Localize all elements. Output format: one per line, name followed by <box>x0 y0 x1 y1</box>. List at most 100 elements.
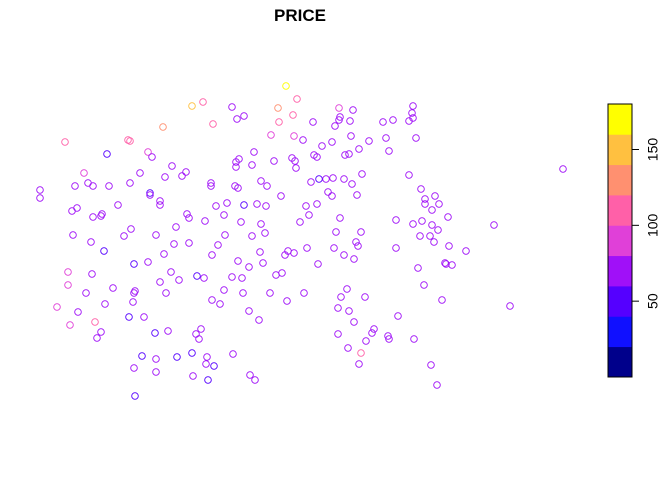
scatter-point <box>267 131 275 139</box>
scatter-point <box>208 251 216 259</box>
scatter-point <box>183 210 191 218</box>
scatter-point <box>384 332 392 340</box>
scatter-point <box>282 82 290 90</box>
scatter-point <box>89 182 97 190</box>
legend-tick-label: 50 <box>645 293 661 309</box>
scatter-point <box>138 352 146 360</box>
scatter-point <box>152 355 160 363</box>
scatter-point <box>73 204 81 212</box>
scatter-point <box>220 211 228 219</box>
scatter-point <box>355 360 363 368</box>
scatter-point <box>462 247 470 255</box>
scatter-point <box>248 232 256 240</box>
scatter-point <box>309 118 317 126</box>
scatter-point <box>368 329 376 337</box>
scatter-point <box>559 165 567 173</box>
scatter-point <box>188 349 196 357</box>
scatter-point <box>278 269 286 277</box>
legend-border <box>607 103 633 378</box>
scatter-point <box>80 169 88 177</box>
scatter-point <box>248 161 256 169</box>
scatter-point <box>36 186 44 194</box>
scatter-point <box>266 289 274 297</box>
scatter-point <box>109 284 117 292</box>
scatter-point <box>434 226 442 234</box>
scatter-point <box>164 327 172 335</box>
scatter-point <box>340 175 348 183</box>
scatter-point <box>410 335 418 343</box>
scatter-point <box>228 273 236 281</box>
scatter-point <box>233 115 241 123</box>
scatter-point <box>71 182 79 190</box>
scatter-point <box>195 335 203 343</box>
scatter-point <box>324 188 332 196</box>
scatter-point <box>87 238 95 246</box>
scatter-point <box>357 349 365 357</box>
scatter-point <box>36 194 44 202</box>
scatter-point <box>144 258 152 266</box>
scatter-point <box>433 381 441 389</box>
scatter-point <box>335 104 343 112</box>
scatter-point <box>257 177 265 185</box>
scatter-point <box>379 118 387 126</box>
scatter-point <box>409 220 417 228</box>
scatter-point <box>66 321 74 329</box>
scatter-point <box>69 231 77 239</box>
scatter-point <box>348 180 356 188</box>
scatter-point <box>426 232 434 240</box>
scatter-point <box>435 200 443 208</box>
scatter-point <box>245 263 253 271</box>
scatter-point <box>305 211 313 219</box>
scatter-point <box>330 244 338 252</box>
legend-color-swatch <box>608 195 632 226</box>
scatter-point <box>199 98 207 106</box>
scatter-point <box>362 337 370 345</box>
legend-color-swatch <box>608 255 632 287</box>
scatter-point <box>185 239 193 247</box>
scatter-point <box>221 231 229 239</box>
scatter-point <box>126 137 134 145</box>
scatter-point <box>156 197 164 205</box>
scatter-point <box>223 199 231 207</box>
scatter-point <box>345 150 353 158</box>
scatter-point <box>314 260 322 268</box>
legend-color-swatch <box>608 346 632 378</box>
scatter-point <box>409 114 417 122</box>
scatter-point <box>318 142 326 150</box>
scatter-point <box>421 195 429 203</box>
scatter-point <box>340 251 348 259</box>
scatter-point <box>303 244 311 252</box>
scatter-point <box>331 122 339 130</box>
scatter-point <box>257 220 265 228</box>
scatter-point <box>93 334 101 342</box>
scatter-point <box>299 136 307 144</box>
scatter-point <box>235 155 243 163</box>
scatter-point <box>409 102 417 110</box>
scatter-point <box>416 232 424 240</box>
scatter-point <box>441 259 449 267</box>
scatter-point <box>84 179 92 187</box>
scatter-point <box>385 147 393 155</box>
scatter-point <box>256 248 264 256</box>
scatter-point <box>408 109 416 117</box>
scatter-point <box>162 289 170 297</box>
scatter-point <box>130 260 138 268</box>
scatter-point <box>251 376 259 384</box>
scatter-point <box>335 116 343 124</box>
scatter-point <box>182 168 190 176</box>
scatter-point <box>126 179 134 187</box>
scatter-point <box>100 247 108 255</box>
scatter-point <box>178 172 186 180</box>
scatter-point <box>313 153 321 161</box>
scatter-point <box>212 202 220 210</box>
scatter-point <box>448 261 456 269</box>
scatter-point <box>445 242 453 250</box>
scatter-point <box>131 392 139 400</box>
chart-title: PRICE <box>274 6 326 25</box>
scatter-point <box>68 207 76 215</box>
scatter-point <box>490 221 498 229</box>
scatter-point <box>53 303 61 311</box>
scatter-point <box>175 276 183 284</box>
scatter-point <box>209 120 217 128</box>
scatter-point <box>125 313 133 321</box>
